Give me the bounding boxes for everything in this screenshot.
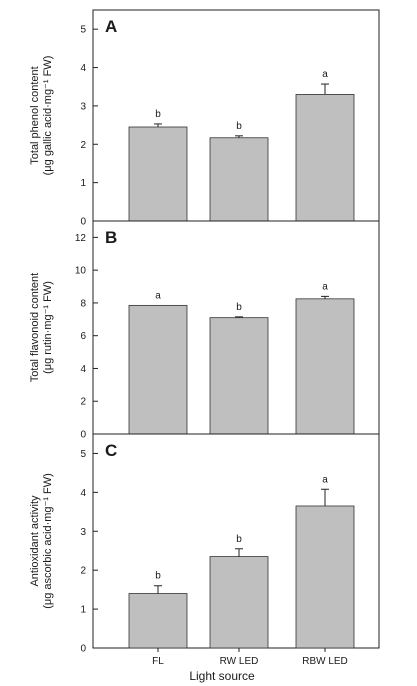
y-tick-label: 2 [80, 397, 86, 408]
significance-letter: b [155, 571, 161, 582]
bar [209, 137, 269, 222]
y-axis-title-line: (μg rutin·mg⁻¹ FW) [42, 281, 54, 374]
significance-letter: b [236, 121, 242, 132]
significance-letter: b [155, 109, 161, 120]
y-tick-label: 1 [80, 178, 86, 189]
significance-letter: a [155, 290, 161, 301]
panel-label-c: C [105, 441, 117, 460]
y-axis-title-c: Antioxidant activity(μg ascorbic acid·mg… [29, 473, 54, 609]
y-tick-label: 0 [80, 217, 86, 228]
x-tick-label: RBW LED [302, 656, 348, 667]
y-tick-label: 1 [80, 605, 86, 616]
y-axis-title-b: Total flavonoid content(μg rutin·mg⁻¹ FW… [29, 273, 54, 382]
y-axis-title-line: (μg ascorbic acid·mg⁻¹ FW) [42, 473, 54, 609]
y-axis-title-line: (μg gallic acid·mg⁻¹ FW) [42, 56, 54, 176]
y-tick-label: 4 [80, 63, 86, 74]
panel-b: B 0 2 4 6 8 10 12 Total flavonoid content(μg rut… [29, 220, 380, 441]
y-axis-title-line: Antioxidant activity [29, 495, 41, 587]
panel-a: A 0 1 2 3 4 5 Total phenol content(μg gallic ac… [29, 9, 380, 228]
bar [295, 298, 355, 435]
y-tick-label: 2 [80, 140, 86, 151]
bar [128, 304, 188, 435]
bar [295, 94, 355, 222]
bar [209, 317, 269, 435]
bar [128, 126, 188, 222]
bar [295, 505, 355, 649]
y-tick-label: 10 [75, 266, 87, 277]
x-axis-title: Light source [189, 669, 255, 683]
y-axis-title-line: Total flavonoid content [29, 273, 41, 382]
significance-letter: a [322, 69, 328, 80]
y-tick-label: 6 [80, 331, 86, 342]
y-tick-label: 3 [80, 101, 86, 112]
y-tick-label: 4 [80, 488, 86, 499]
y-tick-label: 12 [75, 233, 87, 244]
y-tick-label: 4 [80, 364, 86, 375]
x-tick-label: FL [152, 656, 164, 667]
panel-label-a: A [105, 17, 117, 36]
y-tick-label: 5 [80, 25, 86, 36]
significance-letter: b [236, 534, 242, 545]
y-tick-label: 8 [80, 298, 86, 309]
y-axis-title-line: Total phenol content [29, 66, 41, 164]
x-tick-label: RW LED [220, 656, 259, 667]
bar [209, 556, 269, 649]
significance-letter: a [322, 281, 328, 292]
y-tick-label: 2 [80, 566, 86, 577]
significance-letter: a [322, 474, 328, 485]
y-tick-label: 0 [80, 644, 86, 655]
y-tick-label: 5 [80, 449, 86, 460]
y-axis-title-a: Total phenol content(μg gallic acid·mg⁻¹… [29, 56, 54, 176]
significance-letter: b [236, 302, 242, 313]
panel-c: C 0 1 2 3 4 5 Antioxidant activity(μg ascorbic … [29, 433, 380, 667]
bar [128, 593, 188, 649]
panel-label-b: B [105, 228, 117, 247]
y-tick-label: 3 [80, 527, 86, 538]
y-tick-label: 0 [80, 430, 86, 441]
